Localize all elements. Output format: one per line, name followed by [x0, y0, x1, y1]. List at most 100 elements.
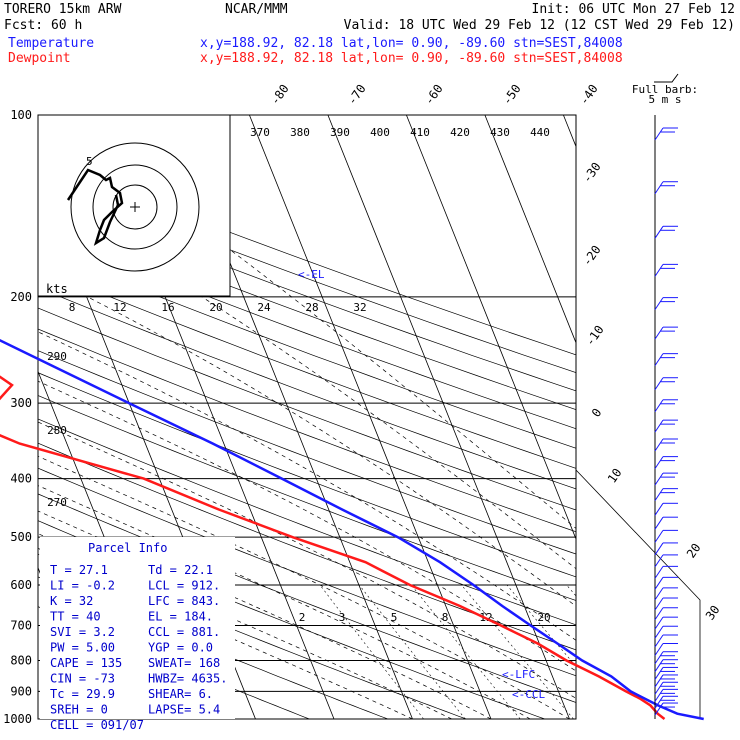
hodograph-frame: [37, 114, 231, 297]
isotherm: [249, 115, 492, 719]
wind-barb: [654, 587, 664, 601]
temperature-tick-label: 20: [684, 541, 704, 561]
pressure-tick-label: 800: [10, 653, 32, 667]
parcel-info-right: SWEAT= 168: [148, 656, 220, 670]
dry-adiabat: [38, 247, 576, 449]
wind-barb: [654, 651, 664, 665]
theta-labels: 370 380 390 400 410 420 430 440 290 280 270: [47, 126, 550, 509]
temperature-tick-label: -70: [345, 82, 369, 108]
wind-barb: [654, 438, 664, 452]
wind-barb: [654, 542, 664, 556]
valid-time: Valid: 18 UTC Wed 29 Feb 12 (12 CST Wed …: [344, 18, 735, 33]
theta-label: 380: [290, 126, 310, 139]
dry-adiabat: [38, 174, 576, 374]
theta-label: 290: [47, 350, 67, 363]
parcel-info-right: Td = 22.1: [148, 563, 213, 577]
theta-label: 400: [370, 126, 390, 139]
parcel-info-left: PW = 5.00: [50, 641, 115, 655]
dry-adiabat: [38, 192, 576, 392]
parcel-info-rows: T = 27.1 Td = 22.1 LI = -0.2 LCL = 912. K = …: [50, 563, 227, 732]
dry-adiabat: [38, 350, 576, 555]
model-title: TORERO 15km ARW: [4, 2, 122, 17]
wind-barb: [654, 659, 664, 672]
wind-barb: [654, 566, 664, 579]
wind-barb: [654, 696, 664, 709]
parcel-info-left: CAPE = 135: [50, 656, 122, 670]
wind-barb: [654, 702, 664, 716]
isotherm: [563, 115, 576, 148]
theta-label: 440: [530, 126, 550, 139]
mixing-ratio-label: 12: [113, 301, 126, 314]
theta-label: 410: [410, 126, 430, 139]
org-title: NCAR/MMM: [225, 2, 288, 17]
parcel-info-right: LCL = 912.: [148, 579, 220, 593]
isotherm: [642, 115, 740, 719]
mixing-ratio-label: 32: [353, 301, 366, 314]
wind-barb: [654, 516, 664, 530]
dry-adiabat: [38, 442, 576, 651]
wind-barb: [654, 226, 664, 239]
hodograph-ring: [92, 164, 178, 250]
barb-legend-label: Full barb:: [632, 83, 698, 96]
hodograph-ring: [112, 184, 158, 230]
hodograph-trace: [66, 168, 124, 246]
dry-adiabat: [38, 228, 576, 430]
wind-barb: [654, 488, 664, 501]
temperature-tick-label: -40: [577, 82, 601, 108]
mixing-ratio-label: 20: [537, 611, 550, 624]
parcel-info-left: TT = 40: [50, 610, 101, 624]
wind-barb: [654, 681, 664, 695]
hodograph-ring-label: 5: [86, 155, 93, 168]
theta-label: 280: [47, 424, 67, 437]
wind-barb: [654, 399, 664, 413]
barb-legend-icon: [654, 73, 679, 83]
temperature-tick-label: -20: [580, 243, 604, 269]
wind-barb: [654, 326, 664, 340]
wind-barb: [654, 264, 664, 277]
wind-barb: [654, 127, 664, 141]
dry-adiabat: [38, 267, 576, 469]
parcel-info-right: CCL = 881.: [148, 625, 220, 639]
moist-adiabat: [38, 533, 452, 719]
hodograph-ring: [70, 142, 200, 272]
mixing-ratio-label: 8: [442, 611, 449, 624]
wind-barb: [654, 377, 664, 391]
dewpoint-line: [0, 375, 666, 720]
pressure-tick-label: 100: [10, 108, 32, 122]
moist-adiabat: [38, 115, 576, 529]
wind-barb: [654, 181, 664, 194]
mixing-ratio-line: [359, 584, 466, 719]
temperature-tick-label: -10: [583, 323, 607, 349]
parcel-info-right: EL = 184.: [148, 610, 213, 624]
el-label: <-EL: [298, 268, 325, 281]
mixing-ratio-label: 3: [339, 611, 346, 624]
parcel-info-left: CIN = -73: [50, 672, 115, 686]
skew-border: [575, 469, 701, 719]
temperature-tick-label: 10: [605, 466, 625, 486]
dry-adiabat: [38, 210, 576, 410]
wind-barb: [654, 643, 664, 656]
temperature-location: x,y=188.92, 82.18 lat,lon= 0.90, -89.60 …: [200, 36, 623, 51]
mixing-ratio-labels: 8 12 16 20 24 28 322 3 5 8 12 20: [69, 301, 551, 624]
hodograph-units: kts: [46, 282, 68, 296]
wind-barb: [654, 577, 664, 590]
mixing-ratio-label: 5: [391, 611, 398, 624]
parcel-info-left: LI = -0.2: [50, 579, 115, 593]
forecast-hour: Fcst: 60 h: [4, 18, 82, 33]
moist-adiabat: [38, 271, 576, 607]
parcel-info-right: YGP = 0.0: [148, 641, 213, 655]
parcel-info-right: LFC = 843.: [148, 594, 220, 608]
parcel-info-right: HWBZ= 4635.: [148, 672, 227, 686]
theta-label: 270: [47, 496, 67, 509]
mixing-ratio-label: 16: [161, 301, 174, 314]
isotherm: [406, 115, 576, 541]
dry-adiabat: [38, 328, 576, 533]
wind-barb: [654, 597, 664, 611]
temperature-line: [0, 338, 704, 721]
pressure-labels: 100 200 300 400 500 600 700 800 900 1000: [3, 108, 32, 726]
wind-barb: [654, 667, 664, 680]
parcel-info-background: [40, 537, 235, 719]
wind-barb: [654, 625, 664, 639]
hodograph: 5 kts: [37, 114, 231, 297]
